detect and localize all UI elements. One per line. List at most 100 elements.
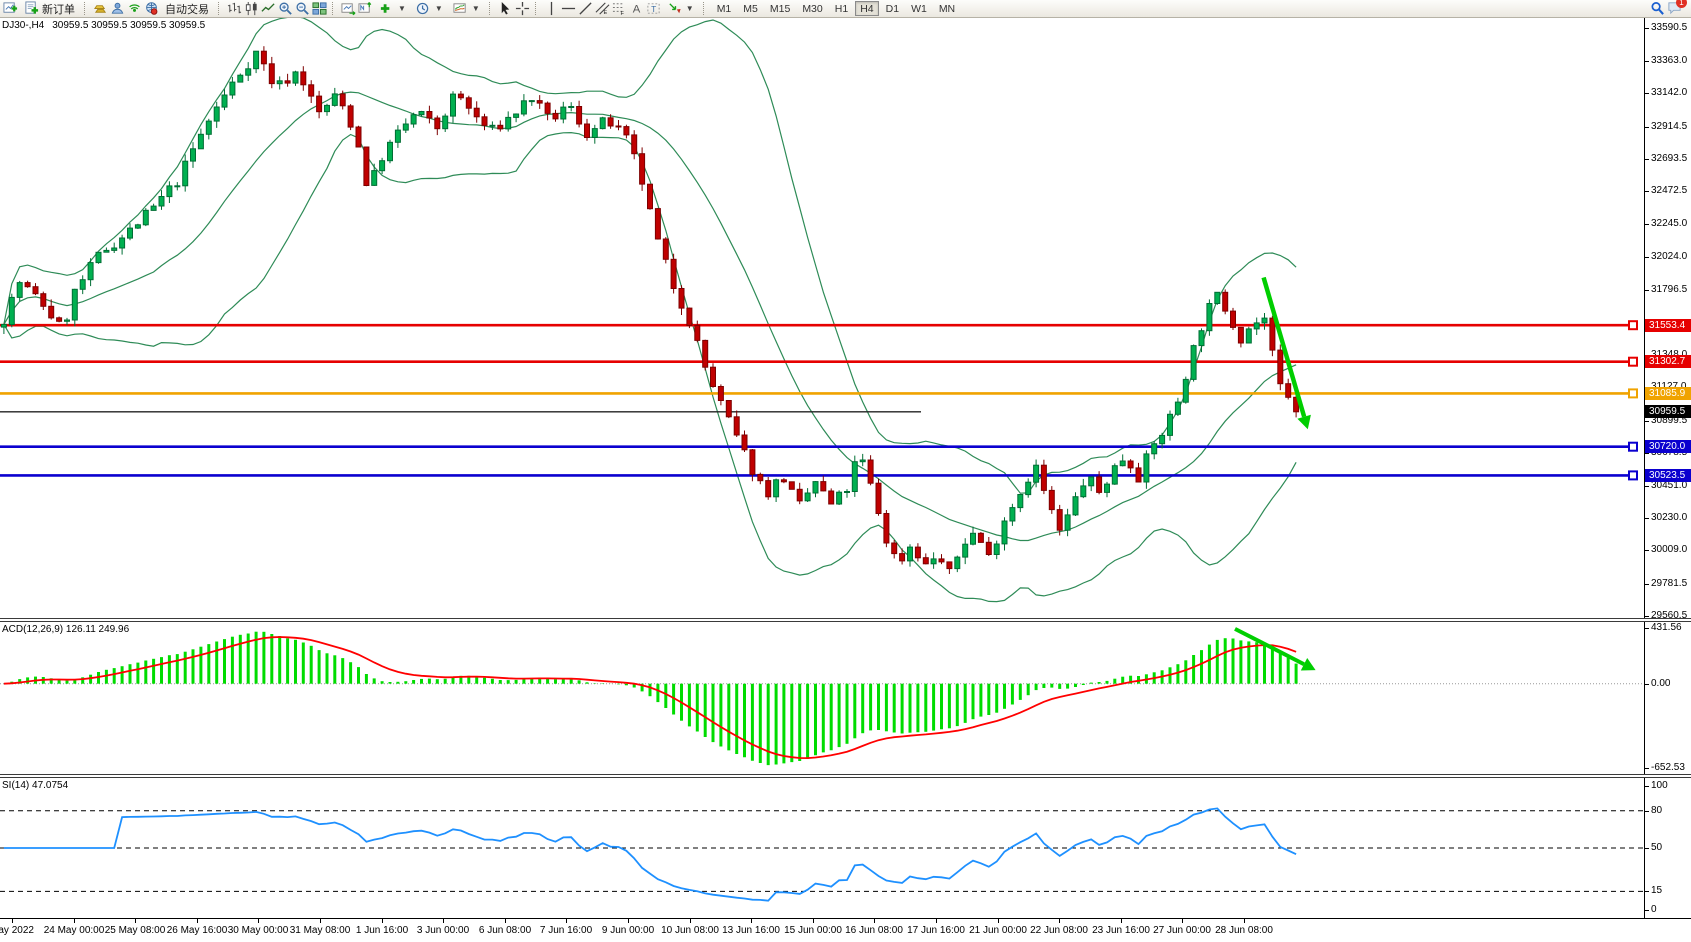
time-tick-label: 26 May 16:00: [166, 925, 228, 936]
axis-tick-mark: [1645, 61, 1649, 62]
add-indicator-icon: [379, 1, 394, 16]
timeframe-m1-button[interactable]: M1: [716, 3, 732, 15]
periods-button[interactable]: ▼: [412, 1, 447, 17]
candlestick-series: [0, 46, 1300, 574]
horizontal-line-tool-icon[interactable]: [561, 1, 576, 16]
time-tick-mark: [505, 919, 506, 923]
timeframe-mn-button[interactable]: MN: [938, 3, 956, 15]
svg-text:E: E: [603, 10, 607, 16]
macd-axis[interactable]: 431.56 0.00 -652.53: [1644, 622, 1691, 774]
tile-windows-icon[interactable]: [312, 1, 327, 16]
timeframe-h1-button[interactable]: H1: [834, 3, 849, 15]
time-tick-mark: [1121, 919, 1122, 923]
dropdown-caret-icon: ▼: [398, 4, 406, 13]
hline-price-badge: 31302.7: [1645, 355, 1691, 368]
community-icon[interactable]: [110, 1, 125, 16]
time-tick-mark: [135, 919, 136, 923]
price-tick-label: 29560.5: [1651, 610, 1688, 621]
axis-tick-mark: [1645, 786, 1649, 787]
timeframe-h4-button[interactable]: H4: [855, 1, 879, 16]
rsi-tick-label: 0: [1651, 904, 1657, 915]
macd-plot[interactable]: [0, 622, 1644, 774]
time-tick-label: May 2022: [0, 925, 34, 936]
chart-ohlc-quotes: 30959.5 30959.5 30959.5 30959.5: [52, 20, 206, 31]
price-tick-label: 30009.0: [1651, 544, 1688, 555]
candlestick-chart-type-icon[interactable]: [244, 1, 259, 16]
macd-arrow-annotation[interactable]: [1234, 627, 1316, 671]
zoom-in-icon[interactable]: [278, 1, 293, 16]
cursor-icon[interactable]: [498, 1, 513, 16]
vertical-line-tool-icon[interactable]: [544, 1, 559, 16]
new-order-button[interactable]: 新订单: [20, 1, 79, 17]
price-tick-label: 32914.5: [1651, 121, 1688, 132]
autotrade-button[interactable]: 自动交易: [161, 1, 213, 17]
templates-button[interactable]: ▼: [449, 1, 484, 17]
price-tick-label: 30899.5: [1651, 415, 1688, 426]
chat-button[interactable]: 1: [1667, 0, 1687, 18]
time-tick-mark: [1059, 919, 1060, 923]
horizontal-lines: [0, 320, 1638, 481]
time-tick-label: 25 May 08:00: [104, 925, 166, 936]
toolbar-separator: [84, 2, 88, 15]
panel-splitter[interactable]: [0, 618, 1691, 622]
time-tick-mark: [566, 919, 567, 923]
auto-scroll-icon[interactable]: [341, 1, 356, 16]
bar-chart-type-icon[interactable]: [227, 1, 242, 16]
timeframe-w1-button[interactable]: W1: [911, 3, 927, 15]
price-tick-label: 30451.0: [1651, 480, 1688, 491]
time-tick-mark: [690, 919, 691, 923]
panel-splitter[interactable]: [0, 774, 1691, 778]
hline-price-badge: 31085.9: [1645, 387, 1691, 400]
time-tick-mark: [1182, 919, 1183, 923]
axis-tick-mark: [1645, 768, 1649, 769]
trendline-tool-icon[interactable]: [578, 1, 593, 16]
text-tool-icon[interactable]: A: [629, 1, 644, 16]
price-tick-label: 32472.5: [1651, 185, 1688, 196]
axis-tick-mark: [1645, 891, 1649, 892]
new-order-label: 新订单: [42, 3, 75, 16]
arrows-tool-button[interactable]: ▼: [663, 1, 698, 17]
line-chart-type-icon[interactable]: [261, 1, 276, 16]
rsi-plot[interactable]: [0, 778, 1644, 918]
signals-icon[interactable]: [127, 1, 142, 16]
channel-tool-icon[interactable]: E: [595, 1, 610, 16]
time-tick-label: 27 Jun 00:00: [1153, 925, 1211, 936]
hline-price-badge: 30720.0: [1645, 440, 1691, 453]
time-tick-label: 15 Jun 00:00: [784, 925, 842, 936]
main-chart-plot[interactable]: [0, 18, 1644, 618]
gold-icon[interactable]: [93, 1, 108, 16]
sell-arrow-annotation[interactable]: [1261, 276, 1311, 430]
price-tick-label: 32024.0: [1651, 251, 1688, 262]
indicators-button[interactable]: ▼: [375, 1, 410, 17]
timeframe-m5-button[interactable]: M5: [743, 3, 758, 15]
label-tool-icon[interactable]: T: [646, 1, 661, 16]
time-tick-label: 24 May 00:00: [43, 925, 105, 936]
market-globe-icon[interactable]: [144, 1, 159, 16]
axis-tick-mark: [1645, 518, 1649, 519]
toolbar-separator: [702, 2, 707, 15]
time-tick-label: 9 Jun 00:00: [601, 925, 655, 936]
time-tick-label: 13 Jun 16:00: [722, 925, 780, 936]
zoom-out-icon[interactable]: [295, 1, 310, 16]
timeframe-m30-button[interactable]: M30: [802, 3, 823, 15]
chart-shift-icon[interactable]: [358, 1, 373, 16]
fibonacci-tool-icon[interactable]: F: [612, 1, 627, 16]
main-price-axis[interactable]: 33590.5 33363.0 33142.0 32914.5 32693.5 32472…: [1644, 18, 1691, 621]
axis-tick-mark: [1645, 93, 1649, 94]
price-tick-label: 32245.0: [1651, 218, 1688, 229]
search-icon[interactable]: [1650, 1, 1665, 16]
rsi-axis[interactable]: 100 80 50 15 0: [1644, 778, 1691, 918]
new-chart-icon[interactable]: [3, 1, 18, 16]
macd-panel: ACD(12,26,9) 126.11 249.96 431.56 0.00 -65…: [0, 622, 1691, 774]
macd-tick-label: 431.56: [1651, 622, 1682, 633]
bollinger-bands: [3, 18, 1297, 603]
clock-icon: [416, 1, 431, 16]
timeframe-m15-button[interactable]: M15: [769, 3, 791, 15]
chart-symbol-period: DJ30-,H4: [2, 20, 45, 31]
crosshair-icon[interactable]: [515, 1, 530, 16]
price-tick-label: 33142.0: [1651, 87, 1688, 98]
svg-text:A: A: [633, 3, 641, 15]
time-tick-label: 31 May 08:00: [289, 925, 351, 936]
timeframe-d1-button[interactable]: D1: [885, 3, 900, 15]
